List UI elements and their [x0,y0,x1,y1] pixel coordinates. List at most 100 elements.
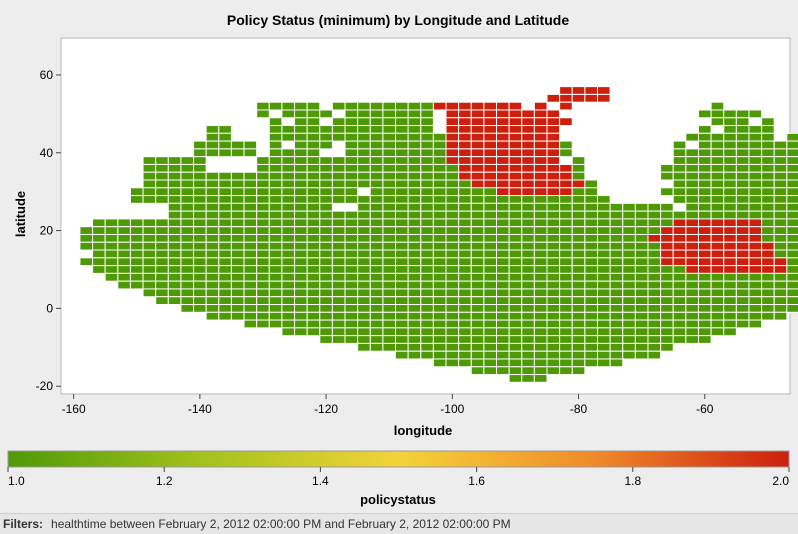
heatmap-cell [268,210,283,220]
heatmap-cell [344,241,359,251]
heatmap-cell [748,156,763,165]
heatmap-cell [357,125,371,134]
heatmap-cell [117,249,131,259]
heatmap-cell [609,288,624,298]
heatmap-cell [672,296,687,306]
heatmap-cell [344,226,359,235]
heatmap-cell [230,311,245,321]
heatmap-cell [584,233,598,243]
heatmap-cell [521,249,535,259]
heatmap-cell [735,210,750,220]
heatmap-cell [584,311,598,321]
heatmap-cell [735,311,750,321]
heatmap-cell [230,226,245,235]
heatmap-cell [395,218,409,228]
heatmap-cell [660,272,674,282]
heatmap-cell [647,280,662,290]
heatmap-cell [432,257,447,267]
heatmap-cell [357,218,371,228]
heatmap-cell [92,233,106,243]
colorbar-ticks: 1.0 1.2 1.4 1.6 1.8 2.0 [7,467,790,488]
heatmap-cell [142,280,157,290]
heatmap-cell [193,148,207,158]
heatmap-cell [685,195,699,204]
heatmap-cell [344,156,359,165]
heatmap-cell [697,187,712,197]
heatmap-cell [496,218,510,228]
heatmap-cell [445,335,460,344]
heatmap-cell [369,171,384,181]
heatmap-cell [281,179,296,189]
heatmap-cell [218,218,232,228]
heatmap-cell [369,195,384,204]
heatmap-cell [483,195,498,204]
heatmap-cell [256,233,270,243]
heatmap-cell [268,311,283,321]
heatmap-cell [470,148,485,158]
heatmap-cell [761,125,775,134]
heatmap-cell [521,117,535,127]
heatmap-cell [609,202,624,212]
heatmap-cell [786,132,798,142]
heatmap-cell [533,148,548,158]
heatmap-cell [142,265,157,274]
colorbar [7,450,790,468]
heatmap-cell [129,265,144,274]
heatmap-cell [672,171,687,181]
heatmap-cell [104,233,119,243]
heatmap-cell [268,272,283,282]
heatmap-cell [92,249,106,259]
heatmap-cell [470,109,485,119]
heatmap-cell [369,335,384,344]
heatmap-cell [773,304,788,313]
heatmap-cell [344,233,359,243]
heatmap-cell [660,342,674,352]
heatmap-cell [470,195,485,204]
heatmap-cell [243,280,258,290]
heatmap-cell [382,101,397,111]
heatmap-cell [735,218,750,228]
heatmap-cell [331,218,346,228]
heatmap-cell [243,249,258,259]
heatmap-cell [281,265,296,274]
heatmap-cell [761,241,775,251]
heatmap-cell [458,280,472,290]
heatmap-cell [710,179,725,189]
heatmap-cell [571,179,586,189]
heatmap-cell [205,218,220,228]
heatmap-cell [369,109,384,119]
heatmap-cell [723,210,737,220]
heatmap-cell [634,342,649,352]
heatmap-cell [104,272,119,282]
heatmap-cell [508,296,523,306]
heatmap-cell [685,218,699,228]
heatmap-cell [319,226,333,235]
heatmap-cell [496,125,510,134]
heatmap-cell [533,280,548,290]
heatmap-cell [395,148,409,158]
heatmap-cell [546,241,561,251]
heatmap-cell [496,202,510,212]
heatmap-cell [685,210,699,220]
heatmap-cell [420,342,434,352]
heatmap-cell [773,311,788,321]
x-tick-label: -80 [570,402,588,416]
heatmap-cell [281,280,296,290]
heatmap-cell [559,218,573,228]
heatmap-cell [685,280,699,290]
heatmap-cell [155,163,169,173]
heatmap-cell [723,327,737,337]
heatmap-cell [357,195,371,204]
heatmap-cell [344,210,359,220]
heatmap-cell [407,202,422,212]
heatmap-cell [395,327,409,337]
heatmap-cell [319,163,333,173]
heatmap-cell [142,288,157,298]
heatmap-cell [395,272,409,282]
heatmap-cell [319,304,333,313]
heatmap-cell [697,210,712,220]
heatmap-cell [483,366,498,376]
heatmap-cell [407,195,422,204]
heatmap-cell [243,171,258,181]
heatmap-cell [470,218,485,228]
